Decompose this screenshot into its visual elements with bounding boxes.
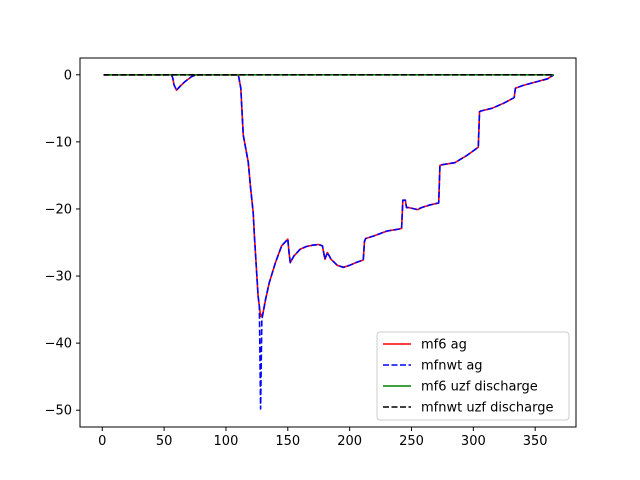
series-line-2: [103, 73, 555, 410]
x-tick-label: 250: [399, 434, 424, 449]
legend-box: [376, 331, 570, 421]
x-tick-label: 0: [98, 434, 106, 449]
legend: mf6 ag mfnwt ag mf6 uzf discharge mfnwt uzf…: [376, 331, 570, 421]
y-tick-label: −30: [45, 270, 72, 285]
y-tick-label: −40: [45, 337, 72, 352]
x-tick-label: 300: [461, 434, 486, 449]
x-tick-label: 350: [523, 434, 548, 449]
axes-frame: [79, 57, 577, 428]
x-tick-label: 150: [275, 434, 300, 449]
y-tick-label: −50: [45, 404, 72, 419]
y-tick-label: −10: [45, 135, 72, 150]
y-axis: 0 −10 −20 −30 −40 −50: [45, 68, 80, 419]
series-lines: [103, 73, 555, 410]
legend-label: mfnwt ag: [421, 359, 483, 374]
legend-label: mf6 ag: [421, 338, 467, 353]
legend-label: mf6 uzf discharge: [421, 380, 538, 395]
y-tick-label: −20: [45, 202, 72, 217]
x-tick-label: 100: [214, 434, 239, 449]
y-tick-label: 0: [64, 68, 72, 83]
x-tick-label: 200: [337, 434, 362, 449]
legend-label: mfnwt uzf discharge: [421, 401, 553, 416]
x-axis: 0 50 100 150 200 250 300 350: [98, 427, 548, 449]
x-tick-label: 50: [156, 434, 173, 449]
